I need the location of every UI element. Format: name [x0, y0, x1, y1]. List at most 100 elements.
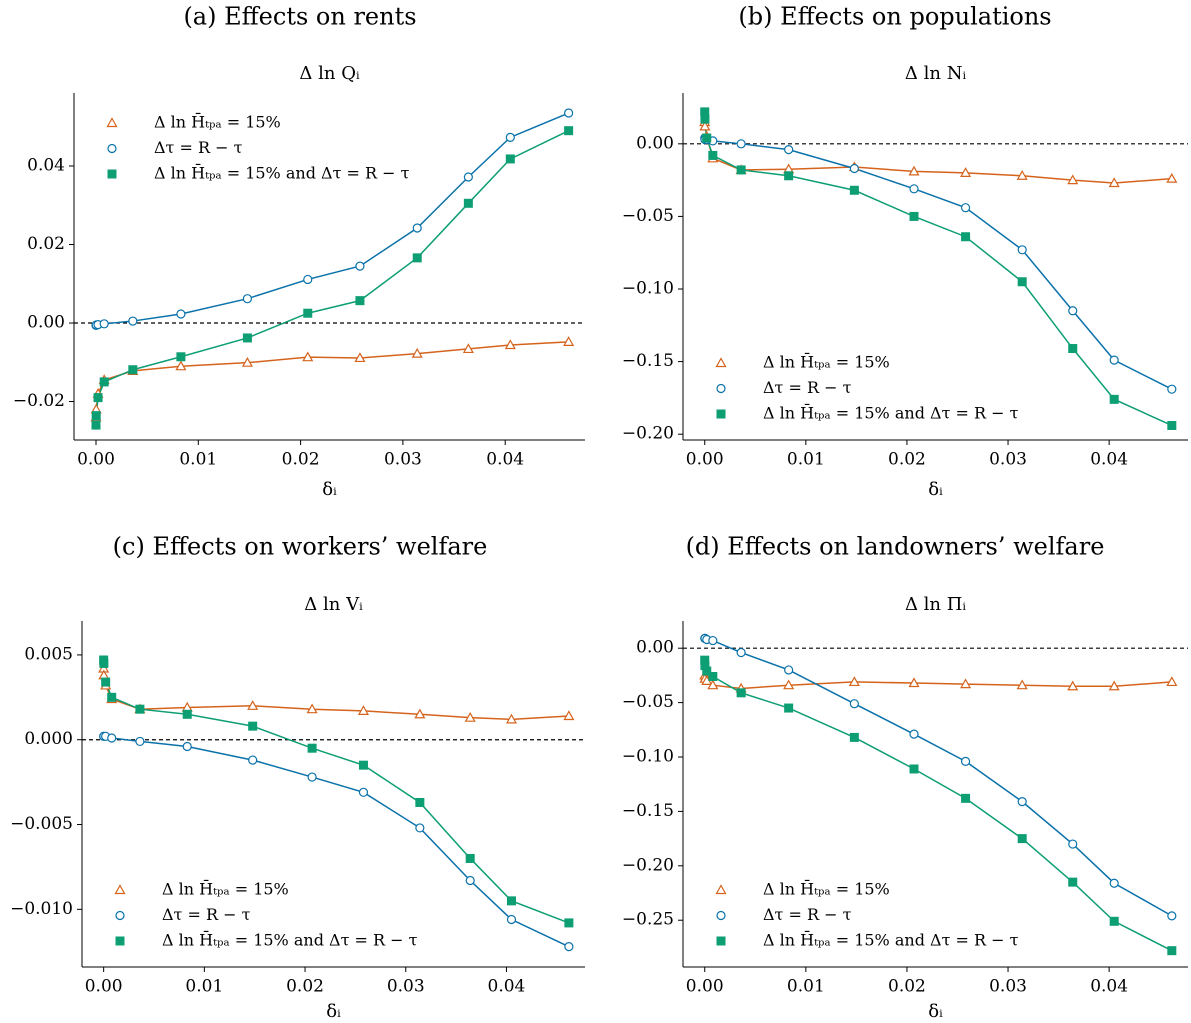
- marker: [358, 787, 369, 797]
- marker: [505, 154, 515, 164]
- marker: [176, 309, 186, 319]
- x-tick-label: 0.01: [787, 977, 825, 997]
- x-tick-label: 0.02: [282, 450, 320, 470]
- marker: [1067, 680, 1079, 691]
- marker: [182, 741, 192, 752]
- marker: [354, 352, 366, 363]
- x-tick-label: 0.00: [85, 977, 123, 997]
- marker: [700, 114, 710, 124]
- marker: [1167, 384, 1177, 394]
- marker: [128, 316, 138, 326]
- y-tick-label: −0.25: [622, 910, 674, 930]
- marker: [505, 713, 518, 724]
- marker: [702, 133, 712, 143]
- legend-marker: [107, 143, 117, 154]
- y-tick-label: 0.04: [27, 156, 65, 176]
- x-tick-label: 0.01: [185, 977, 223, 997]
- legend-marker: [716, 409, 726, 419]
- x-tick-label: 0.03: [989, 450, 1027, 470]
- marker: [135, 736, 145, 747]
- marker: [465, 853, 475, 863]
- legend-label: Δ ln H̄ₜₚₐ = 15%: [162, 878, 289, 899]
- legend-label: Δτ = R − τ: [154, 138, 243, 157]
- legend-marker: [115, 936, 125, 946]
- y-tick-label: 0.00: [27, 313, 65, 333]
- marker: [241, 356, 253, 367]
- marker: [736, 165, 746, 175]
- marker: [107, 692, 117, 702]
- marker: [465, 875, 475, 886]
- x-tick-label: 0.04: [1090, 977, 1128, 997]
- x-tick-label: 0.02: [888, 977, 926, 997]
- marker: [784, 665, 794, 675]
- legend-marker: [715, 884, 727, 895]
- x-axis-label: δᵢ: [322, 479, 337, 500]
- marker: [909, 764, 919, 774]
- legend-label: Δ ln H̄ₜₚₐ = 15% and Δτ = R − τ: [162, 929, 418, 950]
- marker: [564, 126, 574, 136]
- marker: [960, 203, 971, 213]
- marker: [1016, 170, 1028, 180]
- y-tick-label: −0.05: [622, 206, 674, 226]
- legend-label: Δ ln H̄ₜₚₐ = 15%: [154, 111, 281, 132]
- marker: [1017, 245, 1027, 255]
- x-axis-label: δᵢ: [928, 479, 943, 500]
- legend-marker: [106, 117, 118, 128]
- marker: [99, 658, 109, 668]
- marker: [355, 296, 365, 306]
- marker: [708, 150, 718, 160]
- marker: [702, 666, 712, 676]
- marker: [175, 360, 187, 371]
- marker: [306, 703, 318, 714]
- marker: [242, 333, 252, 343]
- marker: [412, 223, 422, 233]
- marker: [303, 274, 313, 285]
- marker: [849, 732, 859, 742]
- axes-title: Δ ln Nᵢ: [905, 63, 967, 84]
- x-tick-label: 0.02: [286, 977, 324, 997]
- y-tick-label: 0.00: [636, 638, 674, 658]
- x-tick-label: 0.03: [989, 977, 1027, 997]
- x-tick-label: 0.00: [77, 450, 115, 470]
- marker: [848, 676, 860, 687]
- x-tick-label: 0.01: [787, 450, 825, 470]
- marker: [908, 677, 920, 688]
- marker: [1017, 277, 1027, 287]
- marker: [908, 165, 920, 176]
- y-tick-label: −0.02: [13, 391, 65, 411]
- marker: [355, 261, 365, 271]
- marker: [849, 699, 859, 709]
- marker: [699, 120, 711, 131]
- legend-label: Δτ = R − τ: [763, 378, 852, 397]
- marker: [135, 704, 145, 714]
- marker: [849, 163, 859, 174]
- x-tick-label: 0.00: [686, 977, 724, 997]
- legend-marker: [107, 169, 117, 179]
- legend-marker: [716, 936, 726, 946]
- legend-marker: [115, 910, 125, 921]
- x-tick-label: 0.04: [1090, 450, 1128, 470]
- marker: [91, 420, 101, 430]
- panel-heading: (c) Effects on workers’ welfare: [113, 533, 488, 561]
- marker: [1109, 916, 1119, 926]
- marker: [1068, 839, 1078, 849]
- marker: [307, 772, 317, 782]
- marker: [99, 319, 109, 329]
- marker: [961, 793, 971, 803]
- series-line: [703, 137, 1173, 390]
- marker: [700, 661, 710, 671]
- marker: [411, 347, 423, 358]
- y-tick-label: −0.20: [622, 424, 674, 444]
- x-tick-label: 0.03: [387, 977, 425, 997]
- y-tick-label: 0.02: [27, 234, 65, 254]
- marker: [1016, 679, 1028, 690]
- marker: [960, 167, 972, 177]
- marker: [302, 351, 314, 362]
- panel-heading: (d) Effects on landowners’ welfare: [686, 533, 1105, 561]
- marker: [1017, 797, 1027, 807]
- marker: [909, 184, 919, 194]
- marker: [1109, 878, 1119, 888]
- panel-heading: (a) Effects on rents: [183, 3, 416, 31]
- marker: [736, 647, 746, 658]
